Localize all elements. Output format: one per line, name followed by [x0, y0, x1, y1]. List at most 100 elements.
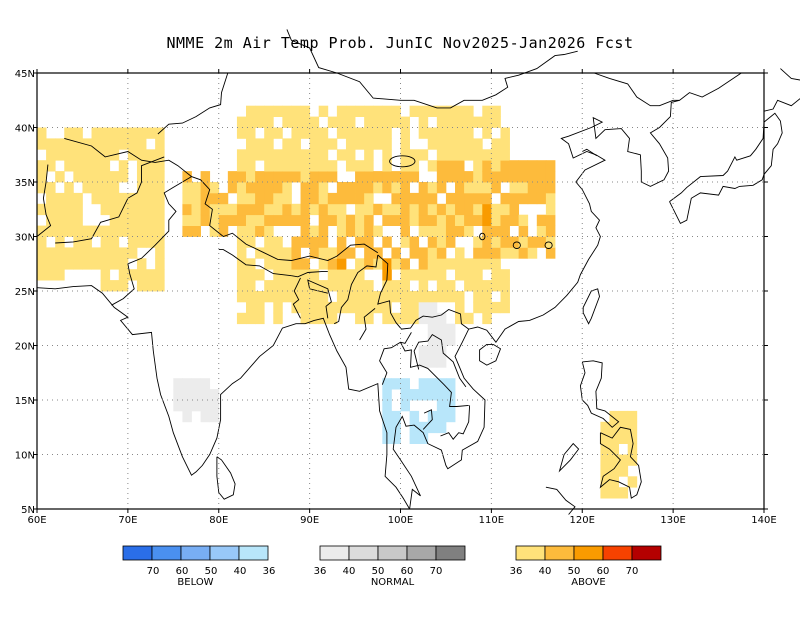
- prob-cell: [246, 301, 256, 314]
- prob-cell: [100, 160, 111, 172]
- prob-cell: [536, 225, 547, 237]
- prob-cell: [445, 192, 456, 205]
- coastline: [377, 254, 469, 330]
- prob-cell: [436, 225, 447, 237]
- prob-cell: [427, 127, 438, 139]
- prob-cell: [364, 236, 374, 248]
- prob-cell: [345, 138, 356, 150]
- prob-cell: [455, 203, 465, 216]
- prob-cell: [455, 192, 465, 205]
- prob-cell: [191, 400, 201, 412]
- prob-cell: [264, 225, 274, 237]
- colorbar-swatch: [180, 545, 211, 561]
- prob-cell: [282, 280, 292, 292]
- prob-cell: [409, 421, 420, 434]
- prob-cell: [146, 192, 156, 205]
- colorbar-tick-label: 60: [401, 566, 414, 577]
- prob-cell: [318, 127, 329, 139]
- prob-cell: [318, 160, 329, 172]
- prob-cell: [218, 225, 229, 237]
- prob-cell: [455, 312, 465, 325]
- prob-cell: [46, 269, 56, 281]
- prob-cell: [155, 258, 165, 270]
- y-tick-label: 25N: [15, 287, 35, 298]
- prob-cell: [118, 247, 129, 259]
- prob-cell: [309, 192, 320, 205]
- colorbar-swatch: [377, 545, 408, 561]
- prob-cell: [300, 258, 311, 270]
- prob-cell: [173, 400, 183, 412]
- prob-cell: [236, 269, 247, 281]
- prob-cell: [527, 247, 538, 259]
- prob-cell: [609, 443, 619, 455]
- prob-cell: [464, 171, 474, 183]
- prob-cell: [191, 225, 201, 237]
- map-title: NMME 2m Air Temp Prob. JunIC Nov2025-Jan…: [166, 34, 634, 52]
- prob-cell: [400, 171, 410, 183]
- prob-cell: [527, 171, 538, 183]
- prob-cell: [345, 225, 356, 237]
- prob-cell: [309, 203, 320, 216]
- prob-cell: [109, 225, 120, 237]
- prob-cell: [382, 160, 392, 172]
- prob-cell: [291, 247, 301, 259]
- prob-cell: [282, 291, 292, 303]
- prob-cell: [236, 236, 247, 248]
- prob-cell: [273, 247, 283, 259]
- prob-cell: [73, 160, 83, 172]
- prob-cell: [100, 203, 111, 216]
- prob-cell: [464, 269, 474, 281]
- prob-cell: [355, 160, 365, 172]
- prob-cell: [491, 182, 501, 194]
- colorbar-tick-label: 70: [147, 566, 160, 577]
- prob-cell: [300, 236, 311, 248]
- prob-cell: [309, 160, 320, 172]
- prob-cell: [246, 280, 256, 292]
- prob-cell: [536, 160, 547, 172]
- prob-cell: [291, 116, 301, 128]
- prob-cell: [37, 203, 47, 216]
- prob-cell: [173, 378, 183, 390]
- prob-cell: [227, 203, 238, 216]
- prob-cell: [391, 258, 401, 270]
- prob-cell: [473, 171, 483, 183]
- prob-cell: [427, 160, 438, 172]
- prob-cell: [436, 160, 447, 172]
- prob-cell: [436, 214, 447, 226]
- colorbar-tick-label: 36: [314, 566, 327, 577]
- prob-cell: [200, 203, 211, 216]
- prob-cell: [55, 203, 65, 216]
- prob-cell: [155, 127, 165, 139]
- prob-cell: [200, 171, 211, 183]
- prob-cell: [218, 192, 229, 205]
- prob-cell: [309, 291, 320, 303]
- prob-cell: [155, 280, 165, 292]
- prob-cell: [355, 182, 365, 194]
- prob-cell: [355, 280, 365, 292]
- prob-cell: [236, 203, 247, 216]
- prob-cell: [109, 214, 120, 226]
- coastline: [292, 277, 301, 319]
- prob-cell: [55, 138, 65, 150]
- prob-cell: [100, 182, 111, 194]
- prob-cell: [491, 258, 501, 270]
- prob-cell: [418, 247, 429, 259]
- prob-cell: [545, 192, 556, 205]
- prob-cell: [482, 116, 492, 128]
- prob-cell: [300, 280, 311, 292]
- prob-cell: [455, 301, 465, 314]
- prob-cell: [182, 410, 192, 423]
- prob-cell: [355, 236, 365, 248]
- prob-cell: [445, 105, 456, 117]
- prob-cell: [418, 345, 429, 357]
- colorbar-normal: 36 40 50 60 70 NORMAL: [314, 545, 466, 588]
- prob-cell: [464, 312, 474, 325]
- gridlines: [37, 73, 764, 509]
- prob-cell: [309, 171, 320, 183]
- prob-cell: [545, 160, 556, 172]
- prob-cell: [373, 291, 383, 303]
- prob-cell: [427, 105, 438, 117]
- prob-cell: [109, 203, 120, 216]
- prob-cell: [491, 214, 501, 226]
- prob-cell: [236, 149, 247, 161]
